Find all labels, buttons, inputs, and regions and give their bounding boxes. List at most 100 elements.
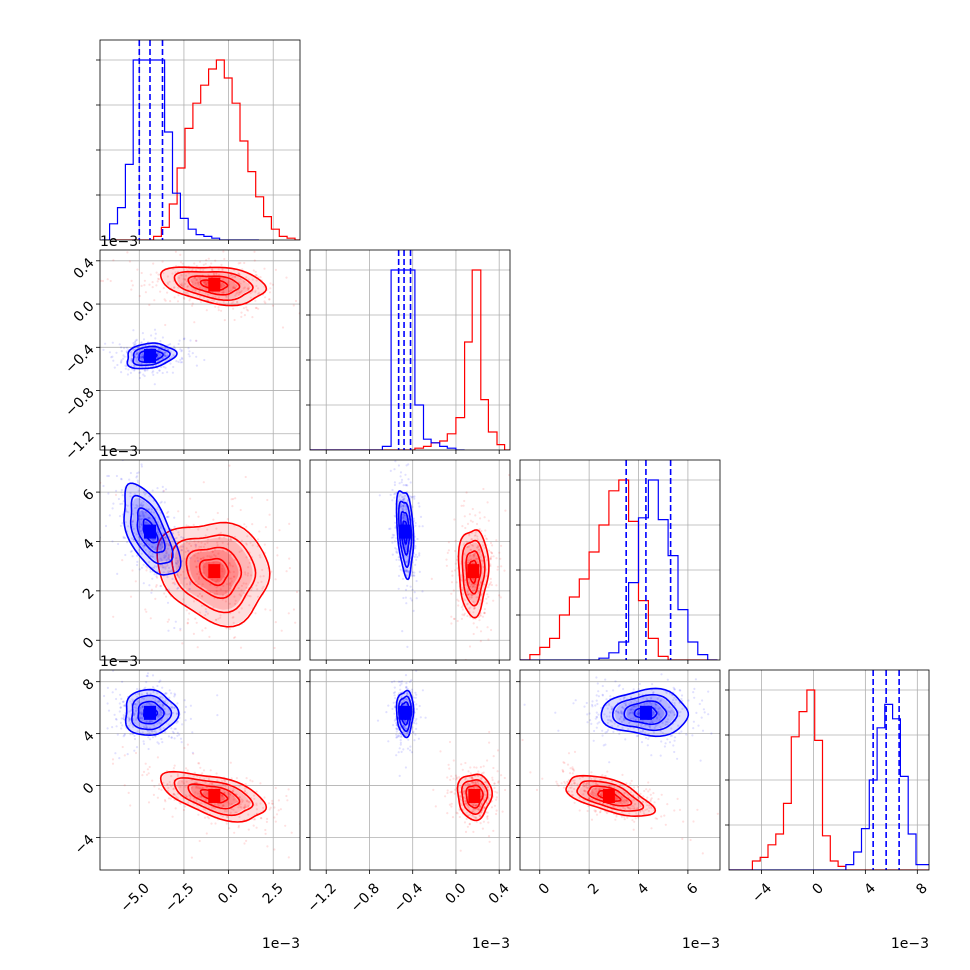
scatter-point xyxy=(414,563,417,567)
scatter-point xyxy=(467,545,471,548)
scatter-point xyxy=(227,795,230,799)
scatter-point xyxy=(418,505,421,508)
scatter-point xyxy=(166,275,169,278)
scatter-point xyxy=(620,815,624,818)
scatter-point xyxy=(488,840,491,843)
y-tick-label: 0 xyxy=(80,780,98,798)
scatter-point xyxy=(593,778,596,781)
scatter-point xyxy=(478,587,481,590)
scatter-point xyxy=(488,798,491,801)
scatter-point xyxy=(161,563,164,567)
scatter-point xyxy=(145,521,148,524)
scatter-point xyxy=(623,801,626,804)
scatter-point xyxy=(156,701,159,704)
x-tick-label: 0.0 xyxy=(215,880,242,907)
scatter-point xyxy=(156,684,159,688)
scatter-point xyxy=(492,555,495,558)
scatter-point xyxy=(119,361,123,364)
scatter-point xyxy=(171,730,174,733)
scatter-point xyxy=(184,604,187,607)
scatter-point xyxy=(476,780,479,784)
scatter-point xyxy=(119,502,122,506)
histogram-panel-2 xyxy=(516,459,721,664)
scatter-point xyxy=(483,611,486,615)
scatter-point xyxy=(448,740,452,744)
scatter-point xyxy=(409,749,412,752)
scatter-point xyxy=(397,500,400,503)
scatter-point xyxy=(217,617,220,620)
scatter-point xyxy=(405,570,408,573)
scatter-point xyxy=(479,822,482,825)
scatter-point xyxy=(576,783,579,786)
scatter-point xyxy=(274,820,277,823)
scatter-point xyxy=(185,541,188,544)
scatter-point xyxy=(144,291,147,294)
scatter-point xyxy=(676,797,679,801)
scatter-point xyxy=(618,732,621,736)
scatter-point xyxy=(206,792,209,795)
scatter-point xyxy=(624,807,627,811)
scatter-point xyxy=(121,559,124,562)
scatter-point xyxy=(503,569,506,572)
scatter-point xyxy=(271,304,275,307)
scatter-point xyxy=(541,777,544,780)
scatter-point xyxy=(171,569,174,572)
scatter-point xyxy=(133,706,136,709)
scatter-point xyxy=(247,801,251,804)
scatter-point xyxy=(206,816,209,819)
scatter-point xyxy=(195,339,198,342)
scatter-point xyxy=(156,371,159,374)
scatter-point xyxy=(461,525,464,528)
scatter-point xyxy=(160,345,163,348)
scatter-point xyxy=(189,794,192,797)
scatter-point xyxy=(158,696,161,699)
scatter-point xyxy=(175,712,178,715)
scatter-point xyxy=(198,592,201,596)
scatter-point xyxy=(465,540,468,543)
scatter-point xyxy=(224,785,227,788)
scatter-point xyxy=(384,594,386,596)
scatter-point xyxy=(196,556,199,560)
scatter-point xyxy=(199,550,202,554)
scatter-point xyxy=(418,554,421,557)
scatter-point xyxy=(177,586,180,590)
scatter-point xyxy=(474,804,477,807)
contour-line xyxy=(159,770,268,823)
scatter-point xyxy=(475,557,478,560)
scatter-point xyxy=(254,299,257,302)
scatter-point xyxy=(623,791,626,795)
scatter-point xyxy=(141,356,144,359)
scatter-point xyxy=(465,811,468,814)
scatter-point xyxy=(140,356,143,359)
scatter-point xyxy=(270,570,273,573)
scatter-point xyxy=(214,618,217,621)
contour-line xyxy=(198,557,230,587)
scatter-point xyxy=(153,299,156,302)
scatter-point xyxy=(464,830,468,834)
scatter-point xyxy=(496,749,500,752)
scatter-point xyxy=(400,696,403,699)
scatter-point xyxy=(131,520,134,523)
contour-line xyxy=(397,500,413,568)
scatter-point xyxy=(246,594,249,597)
scatter-point xyxy=(478,548,481,551)
scatter-point xyxy=(143,514,146,517)
scatter-point xyxy=(137,481,140,484)
scatter-point xyxy=(157,543,160,546)
scatter-point xyxy=(181,357,184,361)
scatter-point xyxy=(197,282,200,285)
scatter-point xyxy=(141,510,144,513)
scatter-point xyxy=(145,725,148,728)
scatter-point xyxy=(275,813,279,816)
scatter-point xyxy=(479,783,482,786)
scatter-point xyxy=(467,592,470,596)
scatter-point xyxy=(239,261,242,265)
scatter-point xyxy=(400,736,403,739)
scatter-point xyxy=(188,350,191,353)
scatter-point xyxy=(142,742,146,746)
scatter-point xyxy=(398,558,401,562)
scatter-point xyxy=(468,645,472,648)
scatter-point xyxy=(128,710,131,713)
scatter-point xyxy=(415,693,418,696)
scatter-point xyxy=(461,768,464,771)
